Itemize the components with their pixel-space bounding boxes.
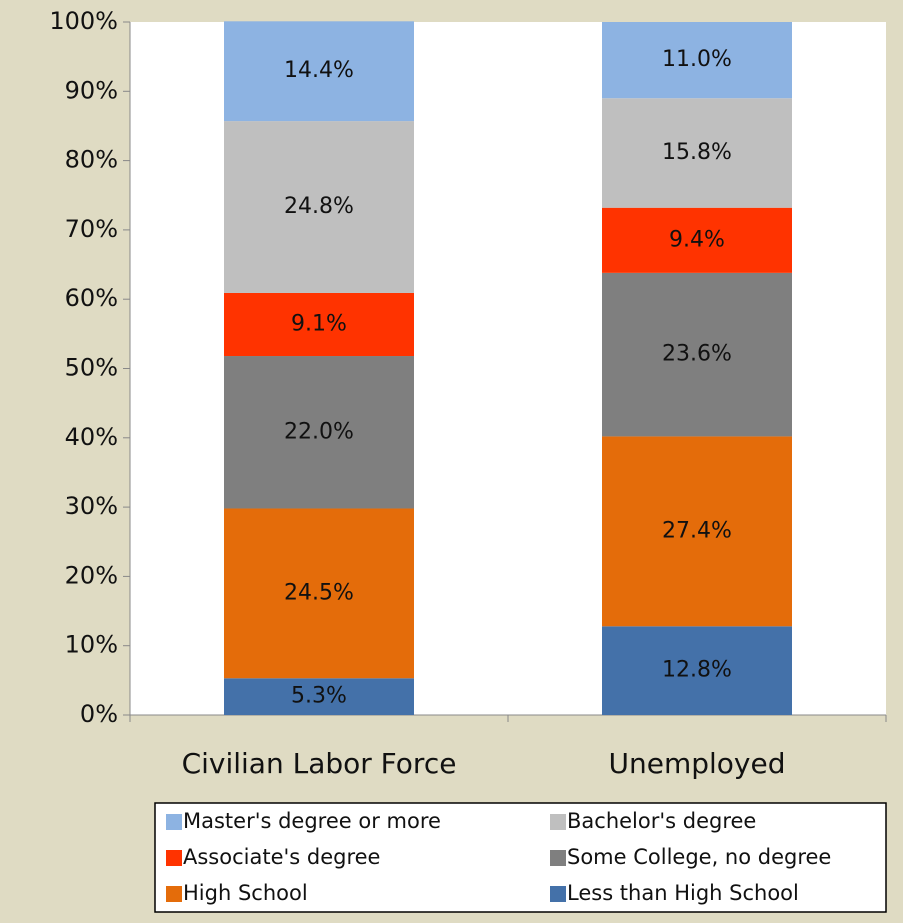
legend-label: Associate's degree bbox=[183, 845, 380, 869]
bar-segment bbox=[224, 356, 414, 509]
legend-swatch bbox=[166, 814, 182, 830]
y-tick-label: 100% bbox=[49, 7, 118, 35]
y-tick-label: 0% bbox=[80, 700, 118, 728]
legend-swatch bbox=[550, 850, 566, 866]
y-tick-label: 40% bbox=[65, 423, 118, 451]
data-label: 11.0% bbox=[662, 47, 732, 72]
bar-segment bbox=[224, 508, 414, 679]
legend-label: Some College, no degree bbox=[567, 845, 831, 869]
bar-segment bbox=[602, 98, 792, 208]
bar-segment bbox=[602, 626, 792, 715]
x-tick-label: Unemployed bbox=[609, 747, 786, 780]
bar-segment bbox=[224, 21, 414, 122]
data-label: 9.4% bbox=[669, 227, 725, 252]
y-tick-label: 80% bbox=[65, 146, 118, 174]
data-label: 24.8% bbox=[284, 194, 354, 219]
legend-label: Master's degree or more bbox=[183, 809, 441, 833]
data-label: 15.8% bbox=[662, 140, 732, 165]
y-tick-label: 30% bbox=[65, 492, 118, 520]
bar-segment bbox=[224, 121, 414, 293]
data-label: 14.4% bbox=[284, 58, 354, 83]
y-tick-label: 20% bbox=[65, 561, 118, 589]
legend-box bbox=[154, 802, 887, 913]
bar-segment bbox=[602, 207, 792, 273]
bar-segment bbox=[602, 436, 792, 627]
legend-swatch bbox=[550, 886, 566, 902]
legend-label: High School bbox=[183, 881, 308, 905]
data-label: 12.8% bbox=[662, 658, 732, 683]
y-tick-label: 90% bbox=[65, 76, 118, 104]
legend-label: Bachelor's degree bbox=[567, 809, 756, 833]
bar-segment bbox=[602, 22, 792, 99]
data-label: 9.1% bbox=[291, 311, 347, 336]
bar-segment bbox=[224, 678, 414, 715]
x-tick-label: Civilian Labor Force bbox=[182, 747, 457, 780]
data-label: 27.4% bbox=[662, 518, 732, 543]
legend-swatch bbox=[550, 814, 566, 830]
y-tick-label: 70% bbox=[65, 215, 118, 243]
data-label: 24.5% bbox=[284, 580, 354, 605]
y-tick-label: 60% bbox=[65, 284, 118, 312]
y-tick-label: 50% bbox=[65, 354, 118, 382]
bar-segment bbox=[602, 272, 792, 437]
y-tick-label: 10% bbox=[65, 631, 118, 659]
bar-segment bbox=[224, 292, 414, 357]
data-label: 22.0% bbox=[284, 419, 354, 444]
legend-swatch bbox=[166, 886, 182, 902]
legend-swatch bbox=[166, 850, 182, 866]
data-label: 23.6% bbox=[662, 342, 732, 367]
data-label: 5.3% bbox=[291, 684, 347, 709]
legend-label: Less than High School bbox=[567, 881, 799, 905]
